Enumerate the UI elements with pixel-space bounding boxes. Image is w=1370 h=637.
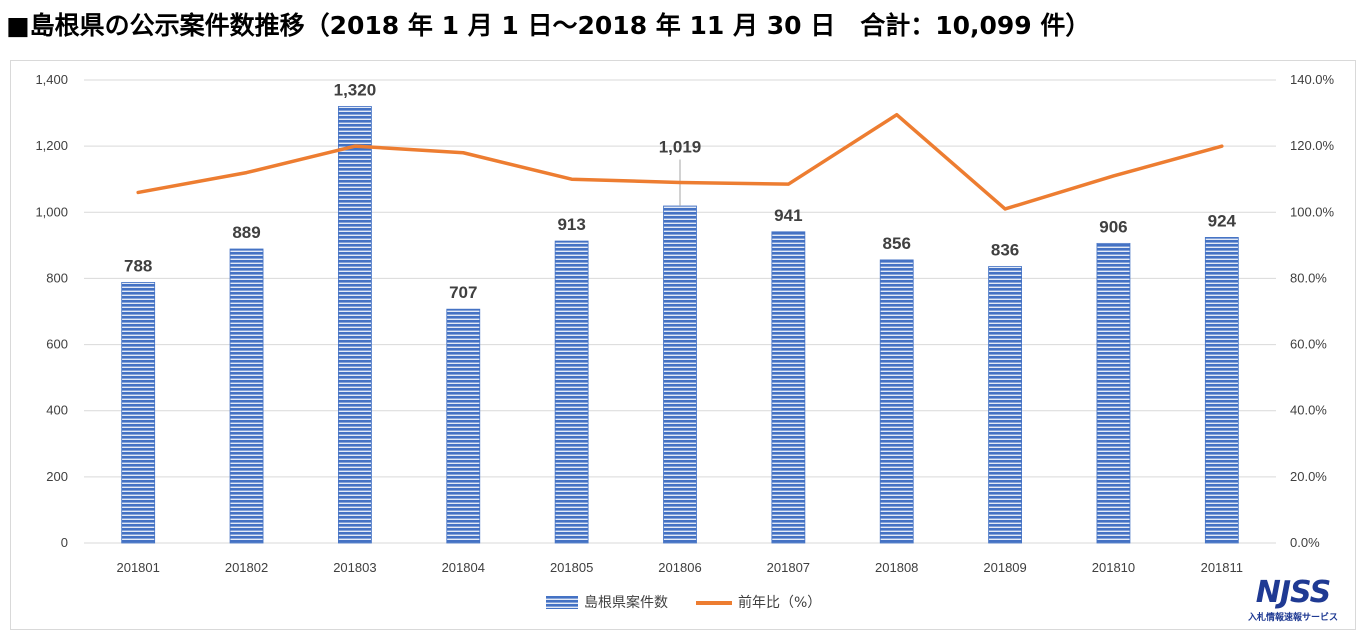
x-tick-label: 201803: [333, 560, 376, 575]
y-left-tick-label: 600: [46, 337, 68, 352]
x-tick-label: 201810: [1092, 560, 1135, 575]
y-right-tick-label: 0.0%: [1290, 535, 1320, 550]
bar-data-label: 924: [1208, 211, 1237, 230]
bar: [1096, 242, 1131, 544]
bar: [121, 281, 156, 544]
bar-data-label: 836: [991, 241, 1019, 260]
axes: 0 0.0% 200 20.0% 400 40.0% 600 60.0% 800 80.0% 1,0…: [35, 72, 1334, 575]
chart-frame: [10, 60, 1356, 630]
line-yoy: [136, 112, 1224, 211]
logo-mark: NJSS: [1255, 575, 1331, 610]
y-left-tick-label: 800: [46, 270, 68, 285]
x-tick-label: 201804: [442, 560, 485, 575]
bar: [229, 248, 264, 544]
legend: 島根県案件数 前年比（%）: [546, 594, 821, 611]
y-right-tick-label: 40.0%: [1290, 403, 1327, 418]
bar-data-label: 788: [124, 256, 152, 275]
y-right-tick-label: 120.0%: [1290, 138, 1335, 153]
bar: [554, 240, 589, 544]
page-title: ■島根県の公示案件数推移（2018 年 1 月 1 日～2018 年 11 月 …: [6, 11, 1091, 40]
y-right-tick-label: 80.0%: [1290, 270, 1327, 285]
njss-logo: NJSS 入札情報速報サービス: [1238, 576, 1348, 628]
y-left-tick-label: 200: [46, 469, 68, 484]
data-labels: 788 889 1,320 707 913 1,019 941 856 836 906 924: [124, 80, 1237, 302]
bar: [1204, 237, 1239, 544]
x-tick-label: 201809: [983, 560, 1026, 575]
bar: [988, 266, 1022, 544]
bar-data-label: 913: [557, 215, 585, 234]
line-series: [136, 112, 1224, 211]
y-left-tick-label: 1,200: [35, 138, 68, 153]
legend-bar-swatch: [546, 596, 578, 609]
x-tick-label: 201801: [116, 560, 159, 575]
x-tick-label: 201806: [658, 560, 701, 575]
legend-line-label: 前年比（%）: [738, 594, 821, 611]
legend-bar-label: 島根県案件数: [584, 594, 668, 611]
bar: [771, 231, 806, 544]
x-tick-label: 201808: [875, 560, 918, 575]
bar-data-label: 856: [883, 234, 911, 253]
bar-data-label: 941: [774, 206, 802, 225]
x-tick-label: 201802: [225, 560, 268, 575]
bar-data-label: 707: [449, 283, 477, 302]
y-left-tick-label: 400: [46, 403, 68, 418]
y-right-tick-label: 60.0%: [1290, 337, 1327, 352]
x-tick-label: 201811: [1201, 560, 1243, 575]
y-left-tick-label: 0: [61, 535, 68, 550]
bar: [663, 205, 697, 544]
y-right-tick-label: 20.0%: [1290, 469, 1327, 484]
bar: [338, 106, 372, 544]
bar-data-label: 906: [1099, 217, 1127, 236]
y-right-tick-label: 140.0%: [1290, 72, 1335, 87]
bar-series: [121, 106, 1239, 544]
bar: [879, 259, 914, 544]
y-right-tick-label: 100.0%: [1290, 204, 1335, 219]
bar-data-label: 1,320: [334, 80, 377, 99]
y-left-tick-label: 1,400: [35, 72, 68, 87]
bar-data-label: 1,019: [659, 138, 702, 157]
x-tick-label: 201807: [767, 560, 810, 575]
bar-data-label: 889: [232, 223, 260, 242]
x-tick-label: 201805: [550, 560, 593, 575]
logo-tagline: 入札情報速報サービス: [1247, 613, 1338, 623]
y-left-tick-label: 1,000: [35, 204, 68, 219]
bar: [446, 308, 481, 544]
